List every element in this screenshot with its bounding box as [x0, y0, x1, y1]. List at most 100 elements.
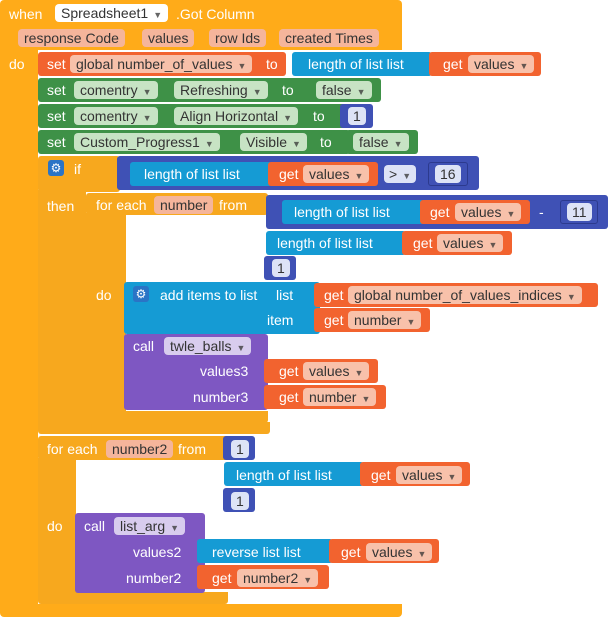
- component-dropdown[interactable]: Custom_Progress1 ▼: [74, 133, 220, 151]
- chevron-down-icon: ▼: [447, 472, 457, 482]
- chevron-down-icon: ▼: [406, 317, 416, 327]
- length-of-list-label: length of list list: [308, 56, 404, 72]
- event-bottom-bar: [0, 604, 402, 617]
- loop-var-field[interactable]: number2: [106, 440, 174, 458]
- chevron-down-icon: ▼: [142, 113, 152, 123]
- add-items-to-list-block[interactable]: [124, 282, 320, 334]
- chevron-down-icon: ▼: [354, 368, 364, 378]
- from-label: from: [219, 197, 247, 213]
- get-var-dropdown[interactable]: values ▼: [303, 362, 370, 380]
- minus-label: -: [539, 204, 544, 220]
- get-var-dropdown[interactable]: values ▼: [396, 466, 463, 484]
- number-field[interactable]: 1: [272, 259, 290, 277]
- compare-operator-dropdown[interactable]: > ▼: [384, 165, 417, 183]
- chevron-down-icon: ▼: [356, 87, 366, 97]
- get-var-dropdown[interactable]: values ▼: [455, 203, 522, 221]
- reverse-list-block[interactable]: [197, 539, 333, 563]
- param-response-code[interactable]: response Code: [18, 29, 125, 47]
- to-label: to: [195, 467, 207, 483]
- arg-label: number2: [126, 570, 182, 586]
- property-dropdown[interactable]: Refreshing ▼: [174, 81, 268, 99]
- get-var-dropdown[interactable]: values ▼: [366, 543, 433, 561]
- gear-icon[interactable]: ⚙: [48, 160, 64, 176]
- procedure-dropdown[interactable]: twle_balls ▼: [164, 337, 252, 355]
- get-var-dropdown[interactable]: values ▼: [468, 55, 535, 73]
- chevron-down-icon: ▼: [292, 139, 301, 149]
- boolean-dropdown[interactable]: false ▼: [316, 81, 372, 99]
- length-of-list-label: length of list list: [144, 166, 240, 182]
- component-dropdown[interactable]: Spreadsheet1 ▼: [55, 4, 169, 22]
- chevron-down-icon: ▼: [361, 394, 371, 404]
- get-label: get: [324, 287, 344, 303]
- then-label: then: [47, 198, 75, 214]
- number-field[interactable]: 16: [435, 165, 461, 183]
- to-label: to: [235, 235, 247, 251]
- length-of-list-label: length of list list: [236, 467, 332, 483]
- get-label: get: [413, 235, 433, 251]
- param-created-times[interactable]: created Times: [279, 29, 379, 47]
- for-each-label: for each: [47, 441, 98, 457]
- for-each-label: for each: [96, 197, 147, 213]
- set-label: set: [47, 108, 66, 124]
- event-name-label: .Got Column: [176, 6, 255, 22]
- chevron-down-icon: ▼: [204, 139, 214, 149]
- number-field[interactable]: 1: [231, 492, 249, 510]
- from-label: from: [178, 441, 206, 457]
- get-label: get: [341, 544, 361, 560]
- property-dropdown[interactable]: Align Horizontal ▼: [174, 107, 298, 125]
- chevron-down-icon: ▼: [566, 292, 576, 302]
- length-of-list-label: length of list list: [277, 235, 373, 251]
- chevron-down-icon: ▼: [354, 171, 364, 181]
- to-label: to: [320, 134, 332, 150]
- number-field[interactable]: 1: [348, 107, 366, 125]
- list-socket-label: list: [276, 287, 294, 303]
- number-field[interactable]: 1: [231, 440, 249, 458]
- global-var-dropdown[interactable]: global number_of_values ▼: [70, 55, 253, 73]
- length-of-list-block[interactable]: [292, 52, 432, 76]
- chevron-down-icon: ▼: [153, 10, 163, 20]
- by-label: by: [192, 493, 207, 509]
- get-var-dropdown[interactable]: values ▼: [437, 234, 504, 252]
- get-var-dropdown[interactable]: number2 ▼: [237, 569, 319, 587]
- component-dropdown[interactable]: comentry ▼: [74, 81, 158, 99]
- chevron-down-icon: ▼: [488, 240, 498, 250]
- to-label: to: [313, 108, 325, 124]
- set-label: set: [47, 56, 66, 72]
- gear-icon[interactable]: ⚙: [133, 286, 149, 302]
- chevron-down-icon: ▼: [252, 87, 262, 97]
- get-label: get: [371, 467, 391, 483]
- chevron-down-icon: ▼: [142, 87, 152, 97]
- length-of-list-block[interactable]: [130, 162, 272, 186]
- chevron-down-icon: ▼: [417, 549, 427, 559]
- get-var-dropdown[interactable]: number ▼: [348, 311, 422, 329]
- get-label: get: [279, 166, 299, 182]
- get-label: get: [279, 363, 299, 379]
- param-values[interactable]: values: [142, 29, 195, 47]
- component-dropdown[interactable]: comentry ▼: [74, 107, 158, 125]
- length-of-list-label: length of list list: [294, 204, 390, 220]
- number-field[interactable]: 11: [567, 203, 592, 221]
- procedure-dropdown[interactable]: list_arg ▼: [114, 517, 186, 535]
- param-row-ids[interactable]: row Ids: [209, 29, 267, 47]
- chevron-down-icon: ▼: [303, 575, 313, 585]
- length-of-list-block[interactable]: [224, 462, 364, 486]
- get-var-dropdown[interactable]: values ▼: [303, 165, 370, 183]
- event-do-label: do: [9, 56, 25, 72]
- chevron-down-icon: ▼: [236, 343, 246, 353]
- add-items-label: add items to list: [160, 287, 258, 303]
- item-socket-label: item: [267, 312, 294, 328]
- boolean-dropdown[interactable]: false ▼: [353, 133, 409, 151]
- call-label: call: [84, 518, 106, 534]
- get-var-dropdown[interactable]: number ▼: [303, 388, 377, 406]
- for-each-number2-bar: [38, 458, 76, 600]
- property-dropdown[interactable]: Visible ▼: [240, 133, 307, 151]
- length-of-list-block[interactable]: [282, 200, 424, 224]
- get-var-dropdown[interactable]: global number_of_values_indices ▼: [348, 286, 582, 304]
- chevron-down-icon: ▼: [402, 171, 412, 181]
- chevron-down-icon: ▼: [237, 61, 247, 71]
- reverse-list-label: reverse list list: [212, 544, 301, 560]
- loop-var-field[interactable]: number: [154, 196, 214, 214]
- set-label: set: [47, 134, 66, 150]
- arg-label: values2: [133, 544, 182, 560]
- length-of-list-block[interactable]: [266, 231, 406, 255]
